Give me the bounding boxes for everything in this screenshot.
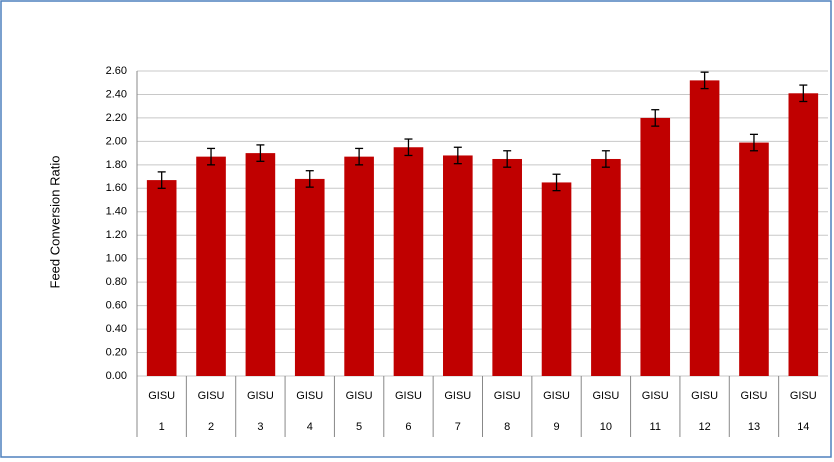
error-bar bbox=[749, 133, 758, 152]
error-bar bbox=[503, 150, 512, 168]
y-tick-label: 2.40 bbox=[106, 88, 127, 100]
error-bar bbox=[601, 150, 610, 168]
error-bar bbox=[355, 147, 364, 166]
y-axis-label: Feed Conversion Ratio bbox=[47, 156, 62, 289]
y-tick-label: 1.80 bbox=[106, 159, 127, 171]
x-tick-label: GISU bbox=[346, 390, 373, 402]
y-tick-label: 0.80 bbox=[106, 276, 127, 288]
x-tick-label: GISU bbox=[741, 390, 768, 402]
x-tick-label: 3 bbox=[257, 421, 263, 433]
x-tick-label: 11 bbox=[650, 421, 661, 433]
bar bbox=[591, 158, 621, 376]
y-tick-label: 1.60 bbox=[106, 182, 127, 194]
bar bbox=[443, 155, 473, 376]
error-bar bbox=[256, 144, 265, 162]
y-tick-label: 1.00 bbox=[106, 253, 127, 265]
y-tick-label: 2.20 bbox=[106, 112, 127, 124]
bar bbox=[689, 80, 720, 376]
x-tick-label: 13 bbox=[748, 421, 760, 433]
error-bar bbox=[305, 170, 314, 188]
y-tick-label: 0.40 bbox=[106, 323, 127, 335]
y-tick-label: 2.60 bbox=[106, 65, 127, 77]
x-tick-label: GISU bbox=[444, 390, 471, 402]
y-tick-label: 1.40 bbox=[106, 206, 127, 218]
x-tick-label: 5 bbox=[356, 421, 362, 433]
bar bbox=[788, 93, 819, 377]
x-tick-label: 8 bbox=[504, 421, 510, 433]
x-tick-label: GISU bbox=[395, 390, 422, 402]
x-tick-label: GISU bbox=[247, 390, 274, 402]
x-tick-label: GISU bbox=[642, 390, 669, 402]
x-tick-label: 1 bbox=[159, 421, 165, 433]
x-tick-label: 7 bbox=[455, 421, 461, 433]
x-tick-label: 14 bbox=[797, 421, 809, 433]
bar bbox=[245, 153, 276, 376]
bar bbox=[294, 178, 325, 376]
x-tick-label: 10 bbox=[600, 421, 612, 433]
y-tick-label: 0.60 bbox=[106, 300, 127, 312]
y-tick-label: 0.20 bbox=[106, 346, 127, 358]
bar bbox=[739, 142, 769, 376]
error-bar bbox=[552, 173, 561, 192]
x-tick-label: GISU bbox=[790, 390, 817, 402]
x-tick-label: GISU bbox=[691, 390, 718, 402]
y-tick-label: 0.00 bbox=[106, 370, 127, 382]
bar bbox=[640, 117, 671, 376]
error-bar bbox=[651, 109, 660, 127]
bar bbox=[393, 147, 424, 376]
x-tick-label: 6 bbox=[405, 421, 411, 433]
error-bar bbox=[157, 171, 166, 189]
x-tick-label: GISU bbox=[543, 390, 570, 402]
y-tick-label: 2.00 bbox=[106, 135, 127, 147]
x-tick-label: GISU bbox=[198, 390, 225, 402]
x-tick-label: 12 bbox=[698, 421, 710, 433]
error-bar bbox=[799, 84, 808, 103]
x-tick-label: GISU bbox=[296, 390, 323, 402]
error-bar bbox=[453, 146, 462, 165]
bar bbox=[541, 182, 572, 376]
bar bbox=[344, 156, 374, 376]
error-bar bbox=[404, 138, 413, 157]
x-tick-label: 2 bbox=[208, 421, 214, 433]
error-bar bbox=[207, 147, 216, 166]
x-tick-label: 9 bbox=[553, 421, 559, 433]
x-tick-label: GISU bbox=[592, 390, 619, 402]
bar bbox=[196, 156, 226, 376]
x-tick-label: GISU bbox=[494, 390, 521, 402]
x-tick-label: GISU bbox=[148, 390, 175, 402]
error-bar bbox=[700, 71, 709, 90]
y-tick-label: 1.20 bbox=[106, 229, 127, 241]
x-tick-label: 4 bbox=[307, 421, 313, 433]
bar bbox=[146, 180, 177, 376]
bar bbox=[492, 158, 522, 376]
